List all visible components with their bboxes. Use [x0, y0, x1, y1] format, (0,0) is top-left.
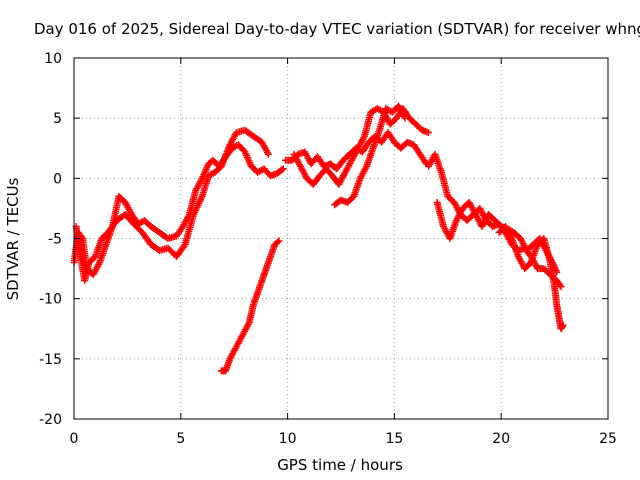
y-tick-label: 0: [53, 171, 62, 187]
y-axis-title: SDTVAR / TECUs: [4, 177, 22, 300]
y-tick-label: -10: [39, 292, 62, 308]
y-tick-label: -20: [39, 412, 62, 428]
data-point: [425, 129, 433, 137]
series-track-2: [72, 126, 272, 285]
data-point: [401, 114, 409, 122]
data-point: [274, 238, 282, 246]
x-tick-label: 10: [279, 431, 297, 447]
x-tick-label: 20: [492, 431, 510, 447]
series-track-9: [495, 222, 567, 333]
y-tick-label: 5: [53, 111, 62, 127]
x-tick-label: 15: [385, 431, 403, 447]
series-track-5: [290, 105, 433, 188]
x-tick-label: 25: [599, 431, 617, 447]
x-tick-label: 0: [70, 431, 79, 447]
data-point: [279, 165, 287, 173]
data-point: [559, 321, 567, 329]
data-point: [180, 242, 188, 250]
data-point: [557, 283, 565, 291]
data-point: [278, 166, 286, 174]
series-track-1: [70, 141, 287, 279]
chart-title: Day 016 of 2025, Sidereal Day-to-day VTE…: [34, 20, 640, 38]
grid: [74, 58, 608, 419]
series-track-6: [331, 102, 409, 209]
data-point: [264, 150, 272, 158]
y-tick-label: 10: [44, 51, 62, 67]
series-track-8: [433, 198, 561, 276]
y-tick-label: -15: [39, 352, 62, 368]
axis-ticks: 0 5 10 15 20 25 -20 -15 -10 -5 0 5 10: [39, 51, 617, 447]
data-series: [70, 102, 567, 375]
x-axis-title: GPS time / hours: [277, 456, 403, 474]
data-point: [558, 322, 566, 330]
y-tick-label: -5: [48, 232, 62, 248]
x-tick-label: 5: [176, 431, 185, 447]
series-track-3: [217, 237, 283, 375]
data-point: [275, 237, 283, 245]
